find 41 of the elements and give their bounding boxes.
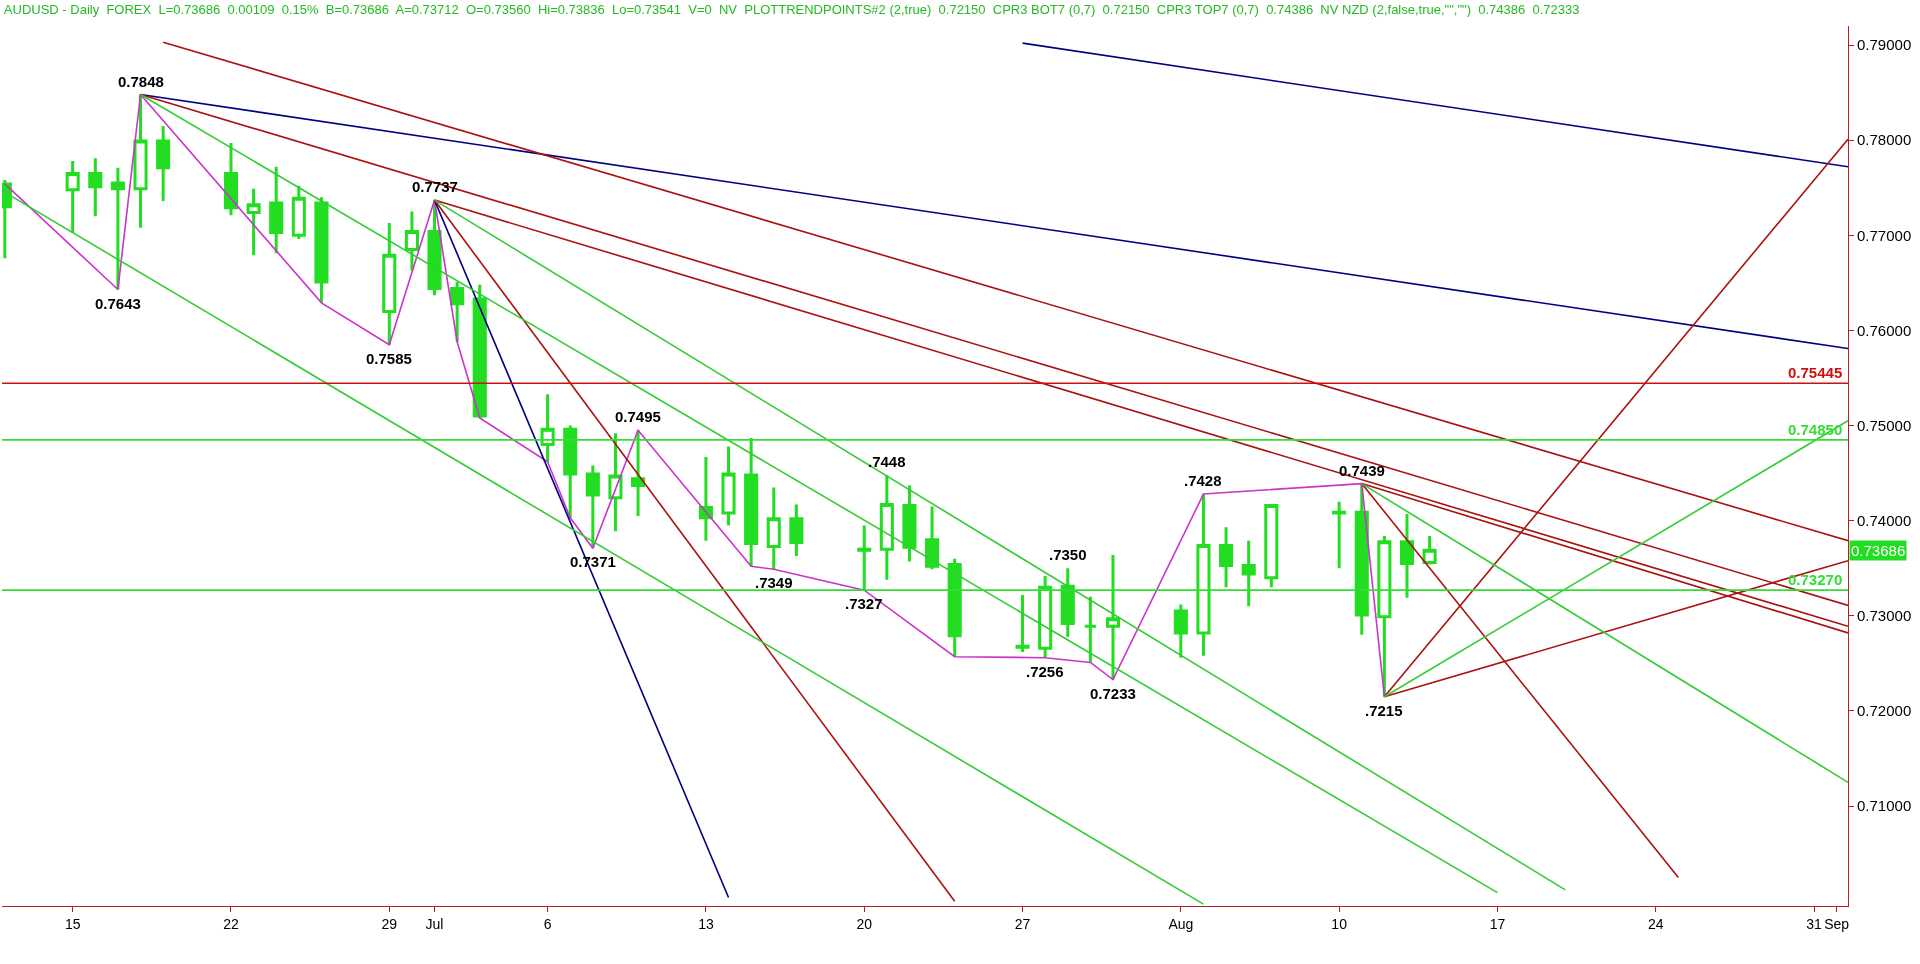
- text: 0.73686: [1851, 542, 1906, 559]
- x-tick-label: 10: [1331, 915, 1348, 932]
- y-tick-label: 0.79000: [1857, 36, 1912, 54]
- y-tick-label: 0.76000: [1857, 321, 1912, 339]
- y-tick-label: 0.71000: [1857, 797, 1912, 815]
- chart-title: AUDUSD - Daily FOREX L=0.73686 0.00109 0.15% B=0.73686 A=0.73712 O=0.73560 Hi=0.73836 Lo=0.73541 V=0 NV PLOTTRENDPOINTS#2 (2,true) 0.72150 CPR3 BOT7 (0,7) 0.72150 CPR3 TOP7 (0,7) 0.74386 NV NZD (2,false,true,"","") 0.74386 0.72333: [3, 1, 1580, 17]
- annotation: .7448: [868, 453, 906, 470]
- y-tick-label: 0.73000: [1857, 607, 1912, 625]
- y-tick-label: 0.72000: [1857, 702, 1912, 720]
- y-tick-label: 0.75000: [1857, 416, 1912, 434]
- y-tick-label: 0.74000: [1857, 511, 1912, 529]
- x-tick-label: Sep: [1824, 915, 1850, 932]
- x-tick-label: 31: [1806, 915, 1823, 932]
- annotation: 0.7439: [1339, 462, 1385, 479]
- x-tick-label: 20: [856, 915, 873, 932]
- x-tick-label: 6: [543, 915, 552, 932]
- x-tick-label: 13: [698, 915, 714, 932]
- x-tick-label: 24: [1647, 915, 1664, 932]
- annotation: .7215: [1365, 702, 1403, 719]
- x-tick-label: Jul: [425, 915, 444, 932]
- x-tick-label: 15: [64, 915, 81, 932]
- x-tick-label: Aug: [1168, 915, 1194, 932]
- annotation: 0.7495: [615, 408, 661, 425]
- annotation: .7327: [845, 595, 883, 612]
- x-tick-label: 22: [223, 915, 239, 932]
- y-tick-label: 0.77000: [1857, 226, 1912, 244]
- annotation: 0.7585: [366, 350, 412, 367]
- annotation: 0.7233: [1090, 685, 1136, 702]
- annotation: 0.7737: [412, 178, 458, 195]
- y-tick-label: 0.78000: [1857, 131, 1912, 149]
- annotation: 0.7643: [95, 295, 141, 312]
- annotation: .7428: [1184, 472, 1222, 489]
- annotation: 0.7848: [118, 73, 164, 90]
- ref-line-label: 0.73270: [1788, 571, 1843, 588]
- ref-line-label: 0.75445: [1788, 364, 1843, 381]
- x-tick-label: 27: [1014, 915, 1031, 932]
- annotation: .7256: [1026, 663, 1064, 680]
- x-tick-label: 17: [1489, 915, 1506, 932]
- annotation: .7349: [755, 574, 793, 591]
- x-tick-label: 29: [381, 915, 398, 932]
- annotation: .7350: [1049, 546, 1087, 563]
